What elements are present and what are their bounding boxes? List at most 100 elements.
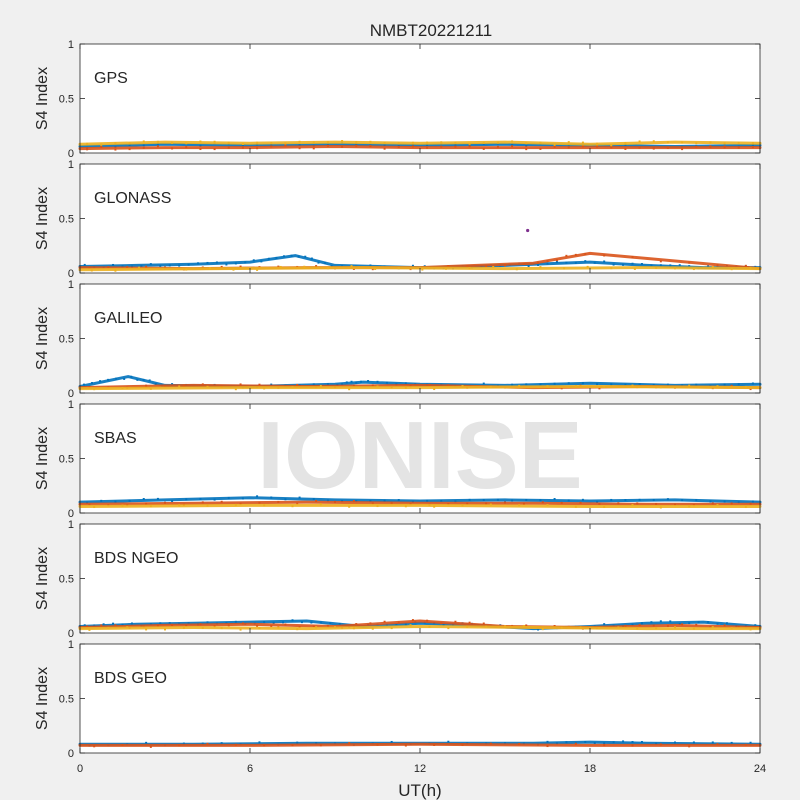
data-point (270, 625, 273, 628)
data-point (603, 385, 606, 388)
data-point (390, 627, 393, 630)
data-point (624, 147, 627, 150)
data-point (428, 383, 431, 386)
data-point (468, 267, 471, 270)
data-point (485, 265, 488, 268)
data-point (725, 622, 728, 625)
data-point (555, 742, 558, 745)
data-point (496, 141, 499, 144)
data-point (723, 624, 726, 627)
data-point (666, 383, 669, 386)
data-point (86, 142, 89, 145)
data-point (107, 378, 110, 381)
data-point (404, 386, 407, 389)
data-point (546, 260, 549, 263)
data-point (525, 144, 528, 147)
data-point (584, 741, 587, 744)
data-point (355, 144, 358, 147)
series-line (78, 503, 762, 508)
data-point (90, 269, 93, 272)
data-point (596, 142, 599, 145)
data-point (631, 384, 634, 387)
data-point (730, 384, 733, 387)
data-point (256, 268, 259, 271)
data-point (482, 147, 485, 150)
data-point (466, 502, 469, 505)
data-point (291, 744, 294, 747)
x-tick-label: 18 (584, 763, 596, 775)
data-point (440, 622, 443, 625)
data-point (159, 264, 162, 267)
data-point (518, 742, 521, 745)
data-point (296, 502, 299, 505)
data-point (711, 502, 714, 505)
data-point (395, 623, 398, 626)
data-point (650, 621, 653, 624)
data-point (263, 621, 266, 624)
data-point (751, 142, 754, 145)
data-point (596, 500, 599, 503)
data-point (454, 500, 457, 503)
data-point (201, 501, 204, 504)
data-point (376, 385, 379, 388)
data-point (156, 145, 159, 148)
data-point (123, 377, 126, 380)
data-point (440, 141, 443, 144)
data-point (603, 260, 606, 263)
x-tick-label: 24 (754, 763, 766, 775)
data-point (640, 740, 643, 743)
data-point (749, 502, 752, 505)
panel-label: SBAS (94, 430, 137, 447)
data-point (121, 623, 124, 626)
data-point (100, 624, 103, 627)
data-point (633, 267, 636, 270)
data-point (102, 623, 105, 626)
data-point (350, 380, 353, 383)
data-point (126, 266, 129, 269)
data-point (256, 147, 259, 150)
data-point (546, 740, 549, 743)
data-point (298, 143, 301, 146)
data-point (241, 146, 244, 149)
data-point (666, 141, 669, 144)
data-point (93, 388, 96, 391)
data-point (263, 387, 266, 390)
data-point (504, 625, 506, 628)
data-point (482, 499, 485, 502)
data-point (541, 501, 544, 504)
data-point (369, 145, 372, 148)
data-point (504, 742, 506, 745)
data-point (751, 144, 754, 147)
data-point (631, 623, 634, 626)
data-point (652, 147, 655, 150)
data-point (234, 262, 237, 265)
data-point (688, 384, 691, 387)
data-point (256, 624, 259, 627)
data-point (707, 265, 710, 268)
data-point (171, 623, 174, 626)
data-point (260, 260, 263, 263)
data-point (655, 742, 658, 745)
data-point (579, 501, 582, 504)
data-point (88, 266, 91, 269)
data-point (312, 383, 315, 386)
data-point (565, 261, 568, 264)
data-point (300, 621, 303, 624)
data-point (270, 145, 273, 148)
y-tick-label: 0.5 (59, 454, 74, 466)
data-point (666, 625, 669, 628)
data-point (553, 625, 556, 628)
data-point (574, 742, 577, 745)
data-point (638, 498, 641, 501)
data-point (197, 262, 200, 265)
data-point (525, 148, 528, 151)
data-point (433, 388, 436, 391)
data-point (171, 141, 174, 144)
data-point (681, 148, 684, 151)
data-point (522, 502, 525, 505)
data-point (638, 624, 641, 627)
data-point (178, 744, 181, 747)
data-point (267, 257, 270, 260)
data-point (751, 500, 754, 503)
data-point (390, 740, 393, 743)
